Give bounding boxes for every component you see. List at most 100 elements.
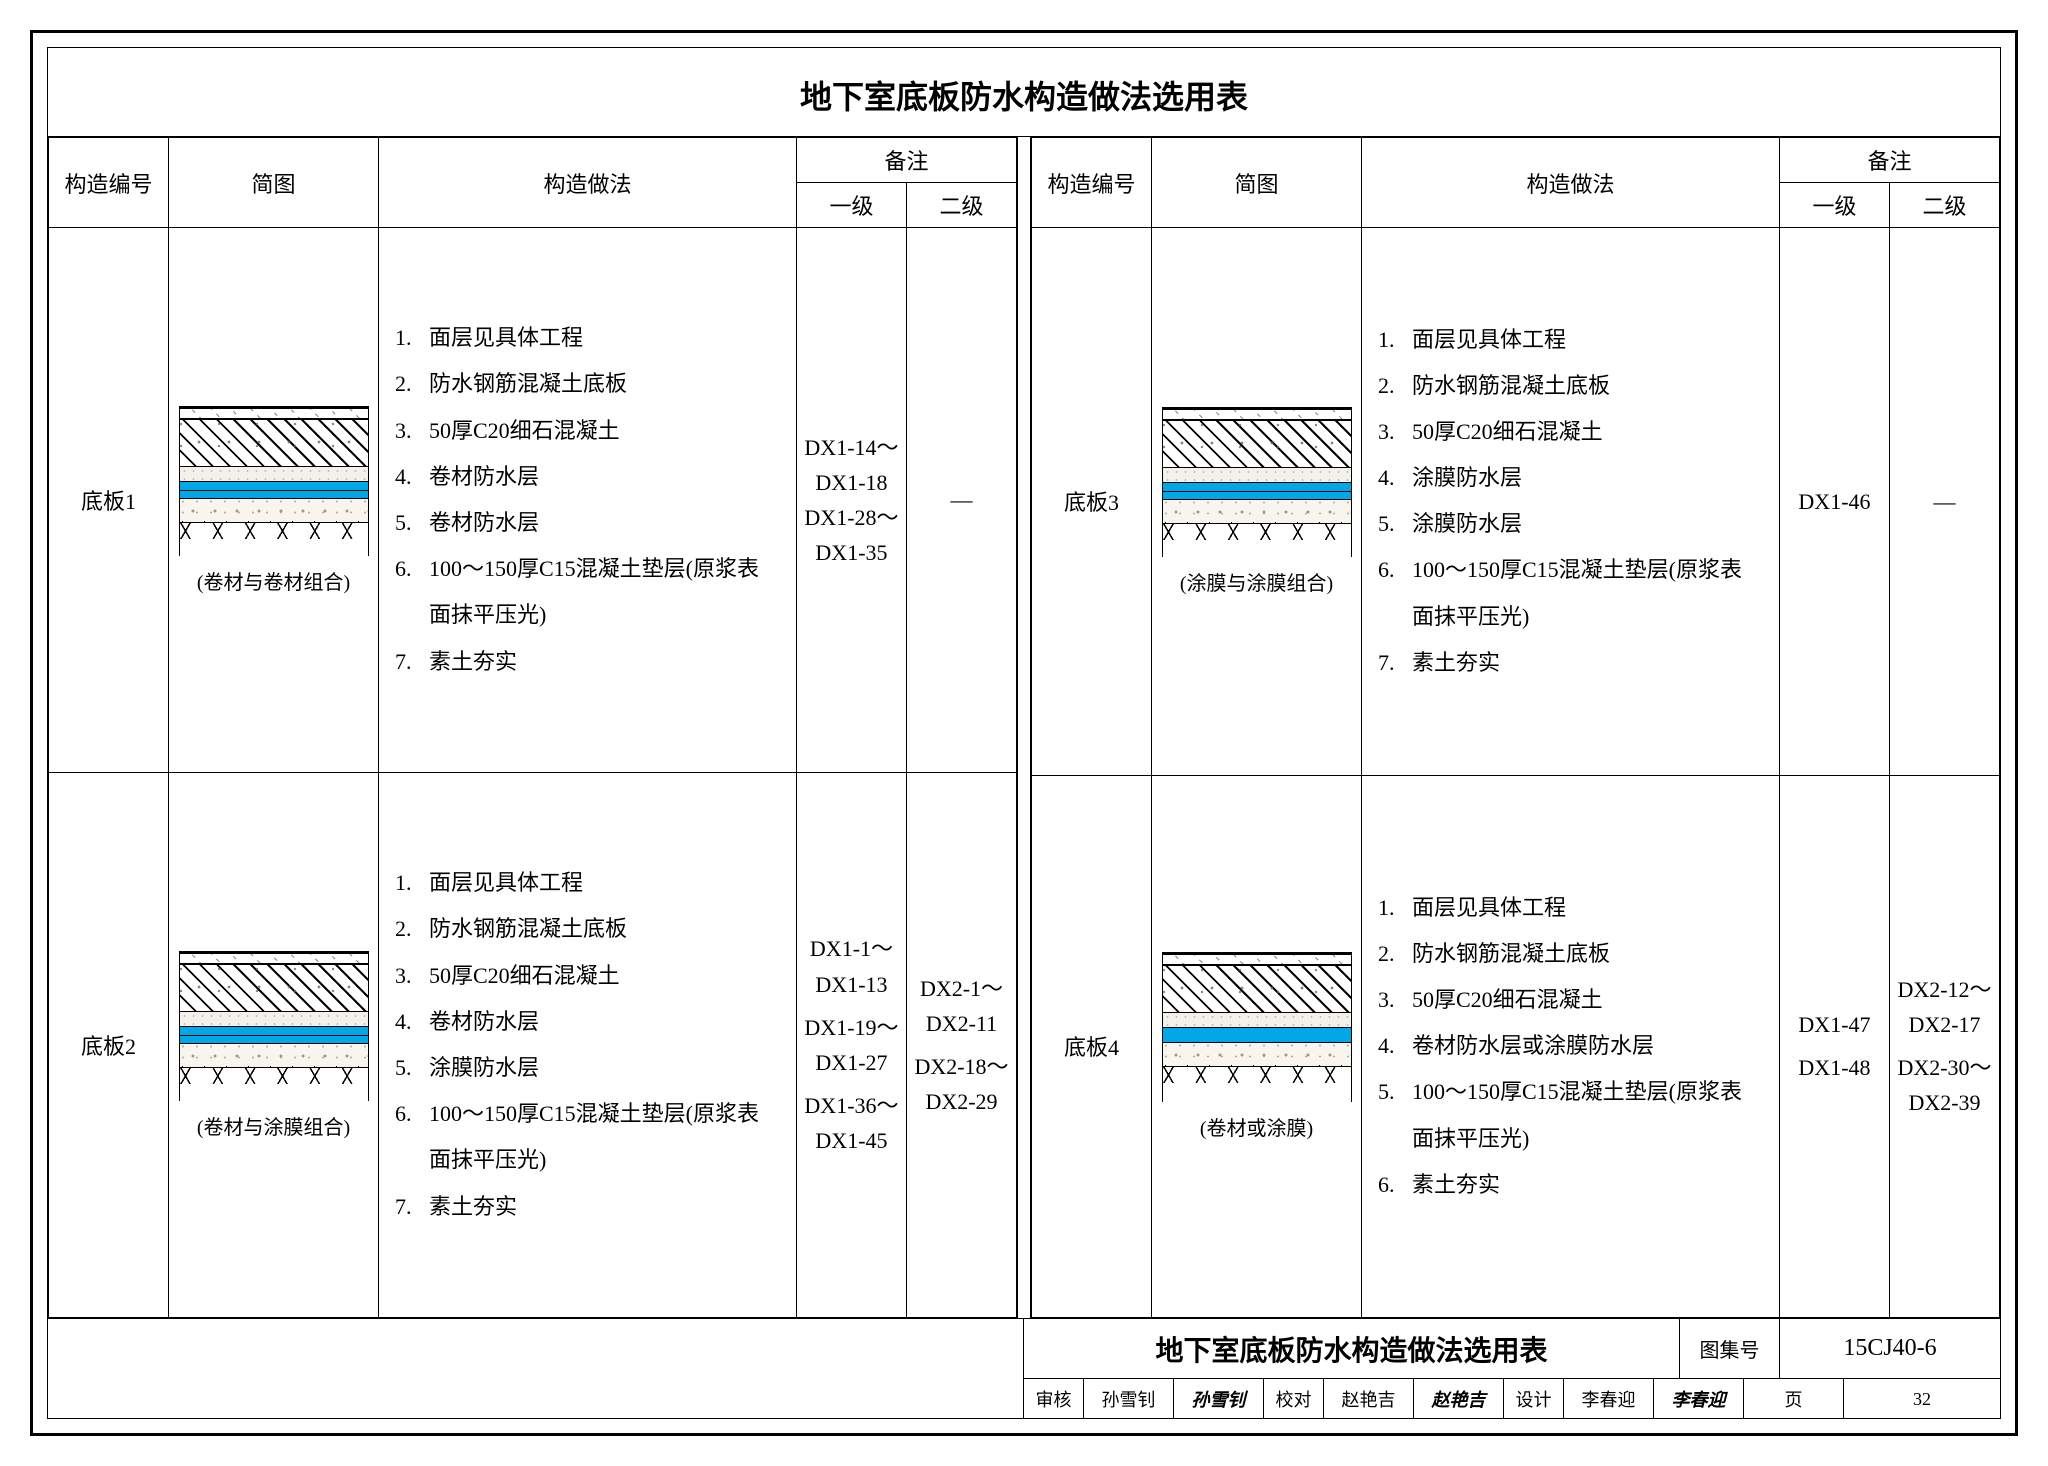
note-level2: DX2-12～ DX2-17 DX2-30～ DX2-39 <box>1889 775 1999 1317</box>
cross-section-diagram <box>1162 952 1352 1102</box>
note-level1: DX1-1～ DX1-13 DX1-19～ DX1-27 DX1-36～ DX1… <box>796 773 906 1318</box>
layer-waterproof-membrane <box>180 490 368 498</box>
code-cell: 底板4 <box>1032 775 1152 1317</box>
code-cell: 底板1 <box>49 228 169 773</box>
column-divider <box>1017 137 1031 1318</box>
spec-table-right: 构造编号 简图 构造做法 备注 一级 二级 底板3 <box>1031 137 2000 1318</box>
method-list: 面层见具体工程 防水钢筋混凝土底板 50厚C20细石混凝土 卷材防水层 涂膜防水… <box>395 860 780 1230</box>
list-item: 素土夯实 <box>1378 1162 1763 1208</box>
method-list: 面层见具体工程 防水钢筋混凝土底板 50厚C20细石混凝土 卷材防水层 卷材防水… <box>395 315 780 685</box>
note-block: DX1-48 <box>1780 1050 1889 1085</box>
diagram-cell: (卷材与卷材组合) <box>169 228 379 773</box>
diagram-label: (卷材与涂膜组合) <box>173 1101 374 1140</box>
header-row: 构造编号 简图 构造做法 备注 <box>1032 138 2000 183</box>
layer-surface <box>180 406 368 420</box>
layer-concrete-slab <box>180 965 368 1011</box>
layer-surface <box>1163 952 1351 966</box>
note-level1: DX1-14～ DX1-18 DX1-28～ DX1-35 <box>796 228 906 773</box>
list-item: 50厚C20细石混凝土 <box>395 953 780 999</box>
note-level1: DX1-47 DX1-48 <box>1779 775 1889 1317</box>
right-column: 构造编号 简图 构造做法 备注 一级 二级 底板3 <box>1031 137 2000 1318</box>
note-line: DX1-47 <box>1780 1007 1889 1042</box>
page-value: 32 <box>1844 1379 2000 1419</box>
layer-screed <box>180 466 368 482</box>
list-item: 防水钢筋混凝土底板 <box>1378 931 1763 977</box>
method-cell: 面层见具体工程 防水钢筋混凝土底板 50厚C20细石混凝土 卷材防水层 卷材防水… <box>379 228 797 773</box>
list-item: 100～150厚C15混凝土垫层(原浆表面抹平压光) <box>395 1091 780 1183</box>
layer-surface <box>1163 407 1351 421</box>
list-item: 面层见具体工程 <box>1378 317 1763 363</box>
header-code: 构造编号 <box>1032 138 1152 228</box>
layer-waterproof-group <box>1163 1028 1351 1043</box>
title-block-top-row: 地下室底板防水构造做法选用表 图集号 15CJ40-6 <box>1024 1319 2000 1379</box>
note-block: DX1-1～ DX1-13 <box>797 931 906 1001</box>
table-row: 底板4 ( <box>1032 775 2000 1317</box>
note-block: DX2-12～ DX2-17 <box>1890 972 1999 1042</box>
note-line: DX2-18～ <box>907 1049 1016 1084</box>
list-item: 50厚C20细石混凝土 <box>1378 977 1763 1023</box>
note-line: DX1-18 <box>797 465 906 500</box>
code-cell: 底板2 <box>49 773 169 1318</box>
title-block-right: 地下室底板防水构造做法选用表 图集号 15CJ40-6 审核 孙雪钊 孙雪钊 校… <box>1024 1319 2000 1419</box>
header-remark: 备注 <box>796 138 1016 183</box>
note-line: DX2-1～ <box>907 971 1016 1006</box>
diagram-cell: (卷材与涂膜组合) <box>169 773 379 1318</box>
spec-table-left: 构造编号 简图 构造做法 备注 一级 二级 底板1 <box>48 137 1017 1318</box>
check-label: 审核 <box>1024 1379 1084 1419</box>
header-level2: 二级 <box>1889 183 1999 228</box>
diagram-cell: (卷材或涂膜) <box>1152 775 1362 1317</box>
table-row: 底板1 <box>49 228 1017 773</box>
note-line: DX2-17 <box>1890 1007 1999 1042</box>
list-item: 50厚C20细石混凝土 <box>1378 409 1763 455</box>
list-item: 涂膜防水层 <box>1378 501 1763 547</box>
drawing-name: 地下室底板防水构造做法选用表 <box>1024 1319 1680 1378</box>
header-level2: 二级 <box>906 183 1016 228</box>
method-list: 面层见具体工程 防水钢筋混凝土底板 50厚C20细石混凝土 涂膜防水层 涂膜防水… <box>1378 317 1763 687</box>
list-item: 100～150厚C15混凝土垫层(原浆表面抹平压光) <box>1378 547 1763 639</box>
title-block-left-blank <box>48 1319 1024 1419</box>
page-label: 页 <box>1744 1379 1844 1419</box>
layer-screed <box>180 1011 368 1027</box>
list-item: 100～150厚C15混凝土垫层(原浆表面抹平压光) <box>395 546 780 638</box>
cross-section-diagram <box>1162 407 1352 557</box>
header-remark: 备注 <box>1779 138 1999 183</box>
layer-waterproof-group <box>180 482 368 499</box>
note-line: DX1-48 <box>1780 1050 1889 1085</box>
note-line: DX1-14～ <box>797 430 906 465</box>
diagram-label: (卷材或涂膜) <box>1156 1102 1357 1141</box>
list-item: 素土夯实 <box>395 1184 780 1230</box>
table-row: 底板3 <box>1032 228 2000 776</box>
layer-waterproof-membrane <box>1163 1028 1351 1042</box>
layer-compacted-soil <box>180 523 368 545</box>
main-title: 地下室底板防水构造做法选用表 <box>48 48 2000 137</box>
note-block: DX1-36～ DX1-45 <box>797 1088 906 1158</box>
layer-waterproof-membrane <box>180 1027 368 1035</box>
layer-screed <box>1163 1012 1351 1028</box>
layer-bedding <box>180 1044 368 1068</box>
check-name: 孙雪钊 <box>1084 1379 1174 1419</box>
diagram-label: (卷材与卷材组合) <box>173 556 374 595</box>
layer-bedding <box>1163 1043 1351 1067</box>
note-block: DX2-30～ DX2-39 <box>1890 1050 1999 1120</box>
title-block-bottom-row: 审核 孙雪钊 孙雪钊 校对 赵艳吉 赵艳吉 设计 李春迎 李春迎 页 32 <box>1024 1379 2000 1419</box>
design-label: 设计 <box>1504 1379 1564 1419</box>
note-level1: DX1-46 <box>1779 228 1889 776</box>
cross-section-diagram <box>179 951 369 1101</box>
method-cell: 面层见具体工程 防水钢筋混凝土底板 50厚C20细石混凝土 涂膜防水层 涂膜防水… <box>1362 228 1780 776</box>
design-signature: 李春迎 <box>1654 1379 1744 1419</box>
note-line: DX1-1～ <box>797 931 906 966</box>
note-block: DX1-19～ DX1-27 <box>797 1010 906 1080</box>
layer-concrete-slab <box>1163 966 1351 1012</box>
note-block: DX1-47 <box>1780 1007 1889 1042</box>
note-level2: DX2-1～ DX2-11 DX2-18～ DX2-29 <box>906 773 1016 1318</box>
list-item: 卷材防水层或涂膜防水层 <box>1378 1023 1763 1069</box>
list-item: 防水钢筋混凝土底板 <box>1378 363 1763 409</box>
note-line: DX1-13 <box>797 967 906 1002</box>
table-row: 底板2 <box>49 773 1017 1318</box>
header-method: 构造做法 <box>1362 138 1780 228</box>
proof-name: 赵艳吉 <box>1324 1379 1414 1419</box>
method-cell: 面层见具体工程 防水钢筋混凝土底板 50厚C20细石混凝土 卷材防水层 涂膜防水… <box>379 773 797 1318</box>
list-item: 面层见具体工程 <box>1378 885 1763 931</box>
list-item: 100～150厚C15混凝土垫层(原浆表面抹平压光) <box>1378 1069 1763 1161</box>
list-item: 素土夯实 <box>1378 640 1763 686</box>
